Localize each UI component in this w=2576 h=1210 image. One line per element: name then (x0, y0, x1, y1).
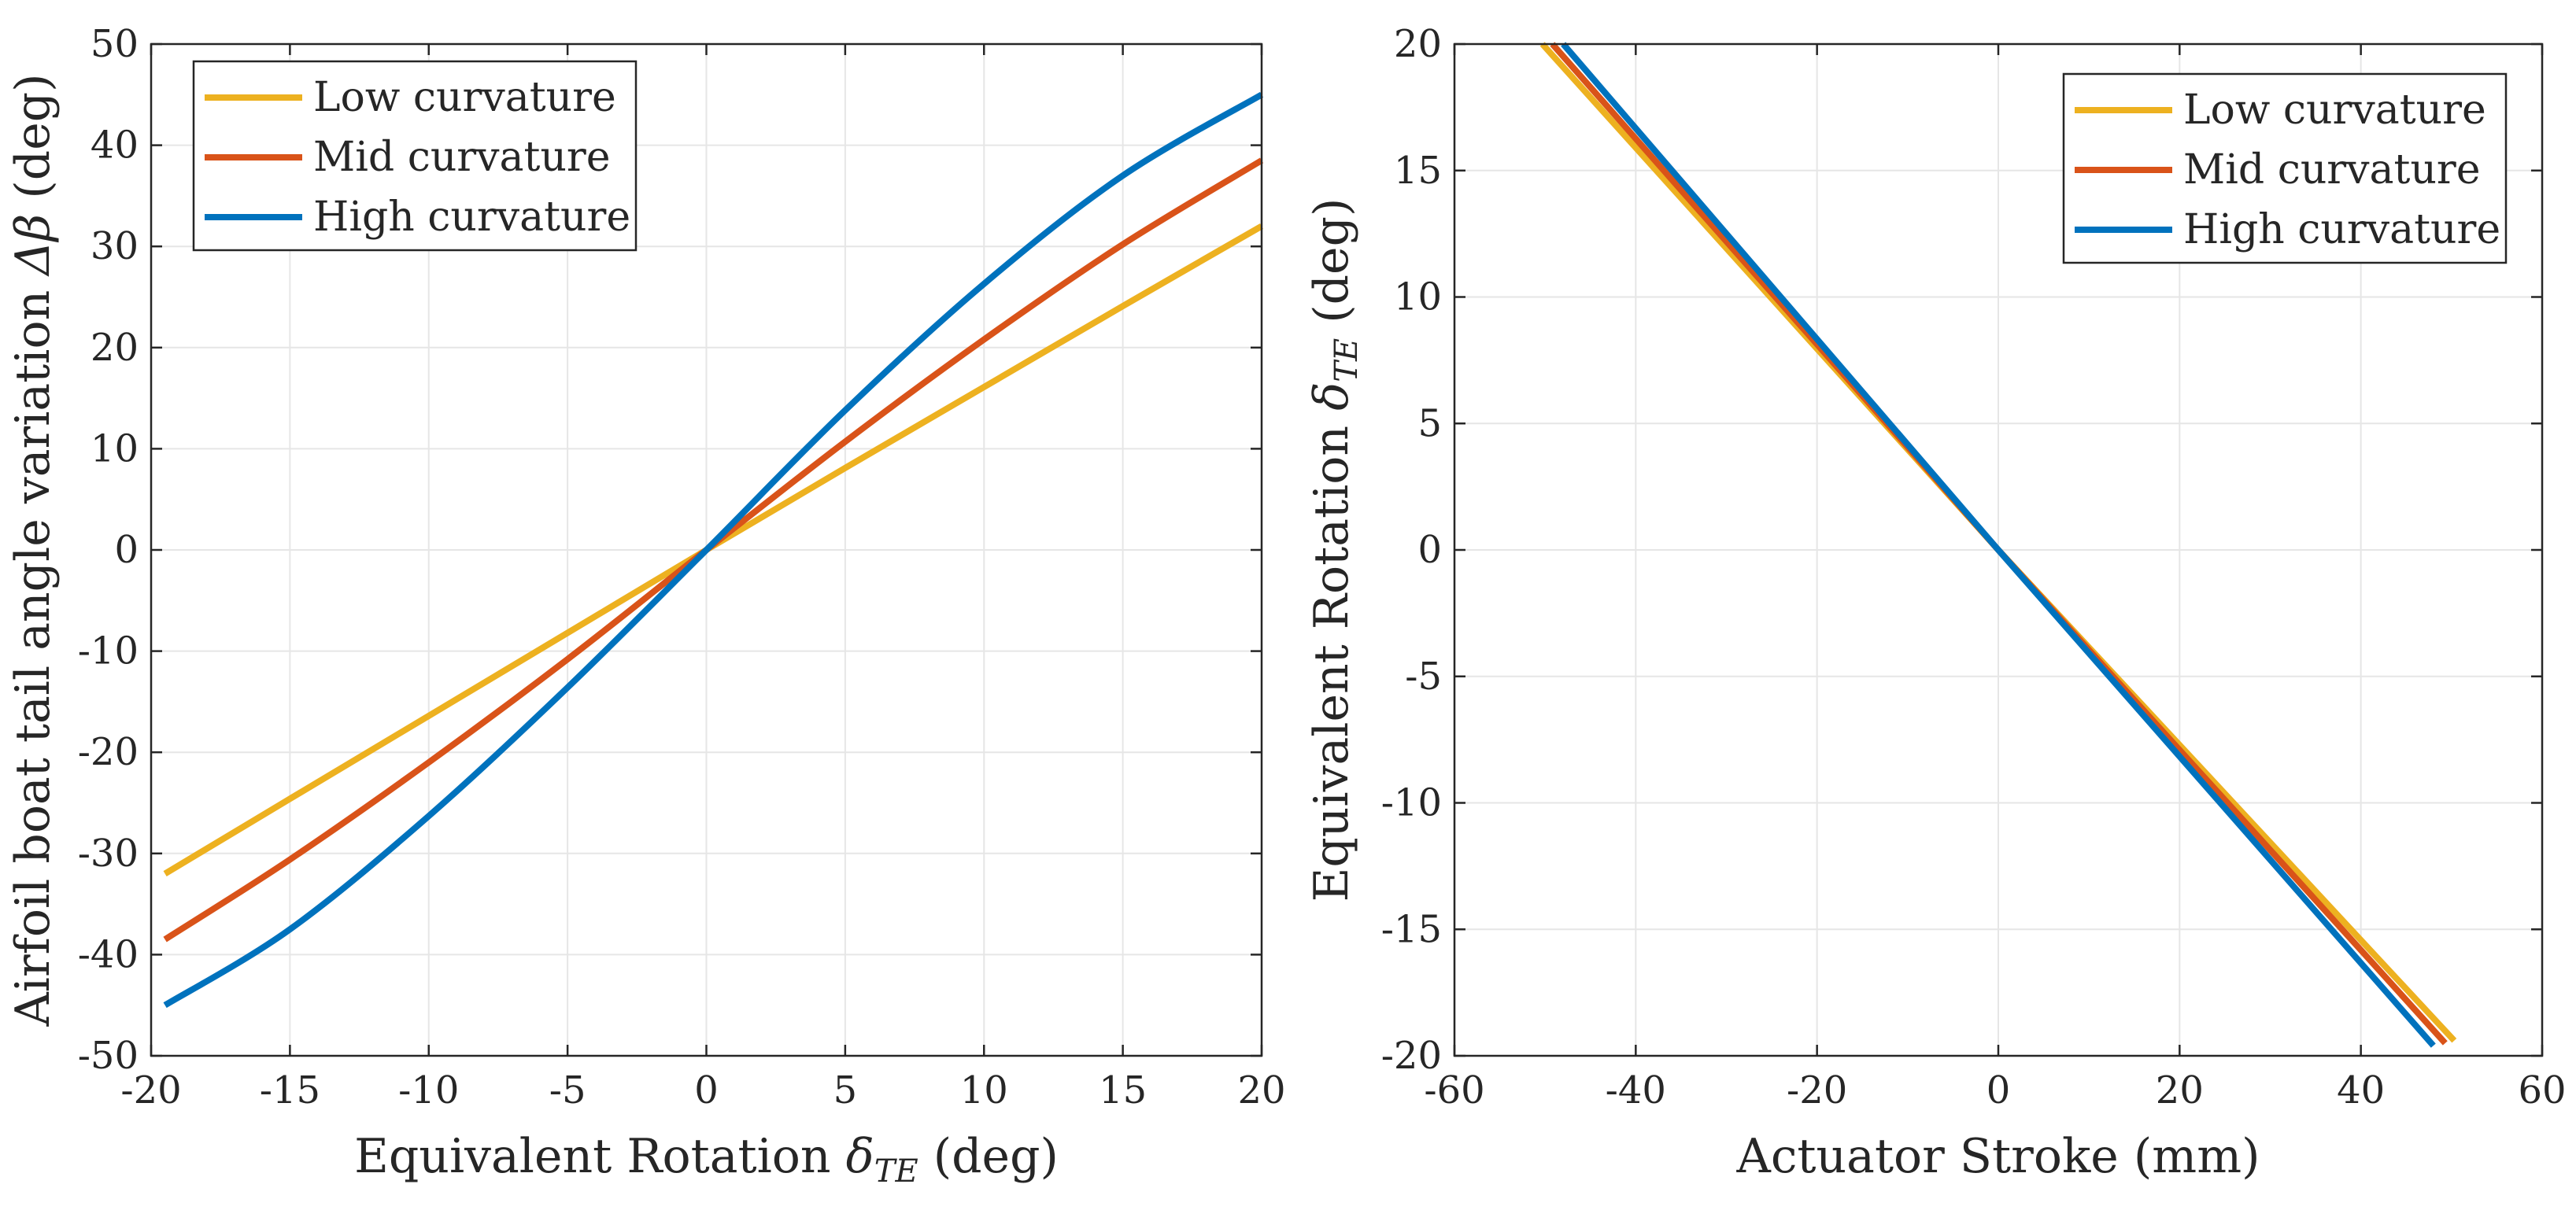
y-tick-label: -10 (1381, 781, 1442, 825)
x-tick-label: -60 (1424, 1068, 1484, 1112)
series-line-high-curvature (1561, 42, 2436, 1048)
y-tick-label: 20 (1394, 22, 1442, 66)
series-line-high-curvature (163, 91, 1264, 1009)
y-tick-label: -5 (1405, 655, 1442, 699)
x-tick-label: 5 (833, 1068, 858, 1112)
x-tick-label: 60 (2518, 1068, 2566, 1112)
legend-label-mid-curvature: Mid curvature (313, 134, 611, 181)
legend-label-low-curvature: Low curvature (2183, 87, 2486, 134)
legend-label-mid-curvature: Mid curvature (2183, 146, 2481, 194)
y-tick-label: -20 (78, 730, 139, 774)
x-tick-label: 15 (1099, 1068, 1147, 1112)
x-tick-label: 20 (1237, 1068, 1285, 1112)
y-tick-label: -10 (78, 629, 139, 673)
y-tick-label: 50 (91, 22, 139, 66)
y-tick-label: 10 (91, 426, 139, 470)
legend: Low curvature Mid curvature High curvature (2062, 72, 2508, 264)
legend: Low curvature Mid curvature High curvature (192, 60, 638, 252)
right-chart: -60 -40 -20 0 20 40 60 -20 -15 -10 -5 0 5 10 15 20 Actua… (1304, 22, 2567, 1184)
legend-label-high-curvature: High curvature (2183, 206, 2500, 253)
x-tick-label: 0 (694, 1068, 719, 1112)
x-axis-label: Actuator Stroke (mm) (1735, 1129, 2260, 1184)
x-tick-label: -15 (260, 1068, 320, 1112)
y-tick-label: -20 (1381, 1034, 1442, 1078)
x-tick-label: -20 (120, 1068, 181, 1112)
y-tick-label: 30 (91, 224, 139, 268)
legend-label-low-curvature: Low curvature (313, 74, 616, 121)
x-tick-label: 40 (2337, 1068, 2385, 1112)
x-tick-label: -10 (398, 1068, 459, 1112)
x-tick-label: -5 (549, 1068, 586, 1112)
y-tick-label: 20 (91, 326, 139, 370)
y-tick-label: 0 (114, 528, 139, 572)
x-tick-label: 0 (1987, 1068, 2011, 1112)
y-tick-label: 15 (1394, 149, 1442, 193)
x-tick-label: -40 (1606, 1068, 1666, 1112)
left-chart: -20 -15 -10 -5 0 5 10 15 20-50-40-30-20-10010203… (6, 22, 1286, 1190)
y-tick-label: -15 (1381, 907, 1442, 951)
y-tick-label: 5 (1417, 401, 1442, 445)
x-tick-label: 20 (2156, 1068, 2204, 1112)
y-axis-label: Airfoil boat tail angle variation Δβ (de… (6, 73, 61, 1027)
x-tick-label: 10 (960, 1068, 1008, 1112)
y-axis-label: Equivalent Rotation δTE (deg) (1304, 198, 1365, 902)
y-tick-label: -30 (78, 832, 139, 876)
x-tick-label: -20 (1787, 1068, 1847, 1112)
y-tick-label: -40 (78, 932, 139, 976)
legend-label-high-curvature: High curvature (313, 194, 630, 241)
x-axis-label: Equivalent Rotation δTE (deg) (354, 1129, 1059, 1190)
y-tick-label: 40 (91, 124, 139, 168)
y-tick-label: -50 (78, 1034, 139, 1078)
y-tick-label: 10 (1394, 275, 1442, 319)
y-tick-label: 0 (1417, 528, 1442, 572)
